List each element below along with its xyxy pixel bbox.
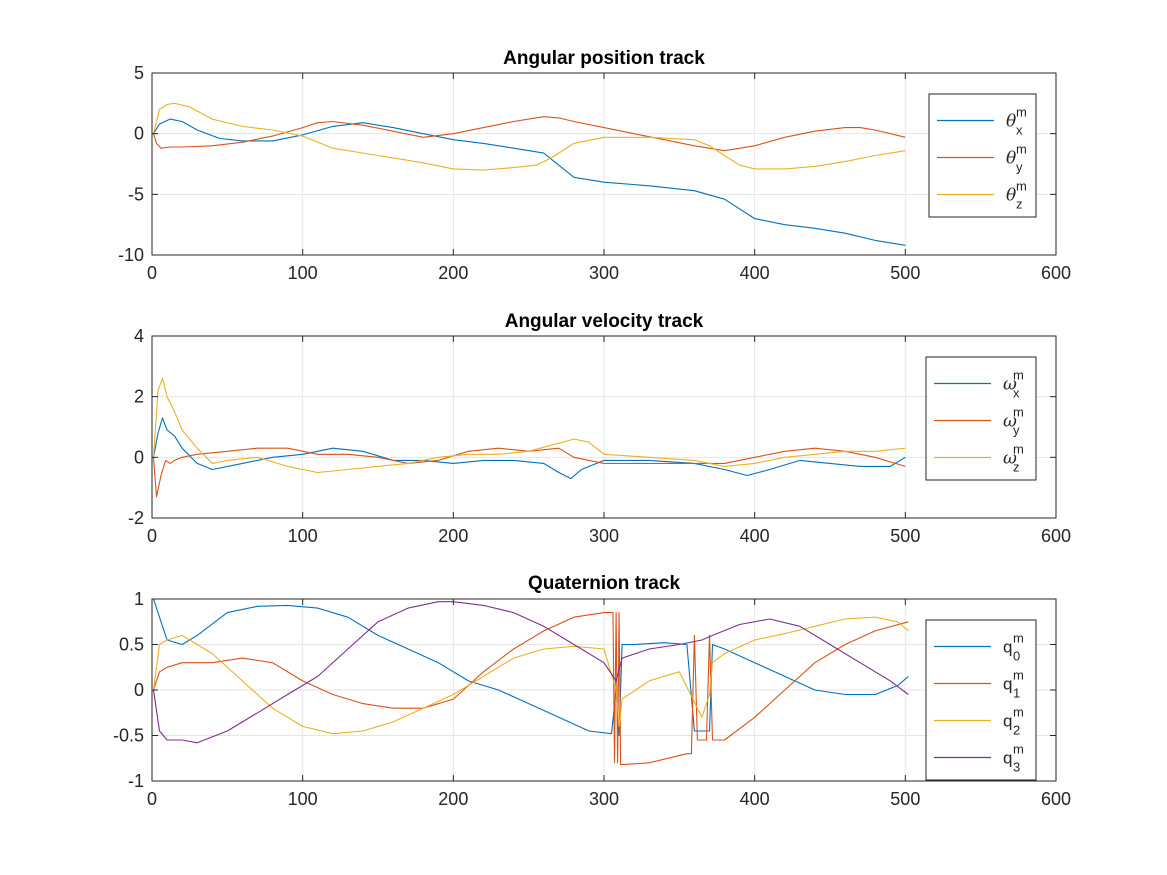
x-tick-label: 400 <box>740 789 770 809</box>
series-line-ω-x <box>152 417 906 480</box>
chart-title: Angular position track <box>503 48 705 69</box>
series-line-θ-y <box>152 116 906 152</box>
legend-label: q <box>1003 638 1012 657</box>
legend-label: θ <box>1006 149 1016 169</box>
series-line-q-3 <box>152 601 909 744</box>
legend-superscript: m <box>1013 368 1024 383</box>
x-tick-label: 300 <box>589 526 619 546</box>
y-tick-label: -5 <box>128 184 144 204</box>
legend-label: θ <box>1006 186 1016 206</box>
x-tick-label: 500 <box>890 526 920 546</box>
y-tick-label: 4 <box>134 326 144 346</box>
x-tick-label: 600 <box>1041 263 1071 283</box>
legend-label: q <box>1003 749 1012 768</box>
series-line-ω-y <box>152 447 906 498</box>
y-tick-label: 0 <box>134 680 144 700</box>
y-tick-label: 5 <box>134 63 144 83</box>
legend-superscript: m <box>1013 742 1024 757</box>
legend-superscript: m <box>1013 405 1024 420</box>
legend-superscript: m <box>1013 442 1024 457</box>
x-tick-label: 0 <box>147 526 157 546</box>
x-tick-label: 100 <box>288 526 318 546</box>
legend-superscript: m <box>1013 705 1024 720</box>
y-tick-label: -10 <box>118 245 144 265</box>
x-tick-label: 400 <box>740 263 770 283</box>
legend-subscript: 0 <box>1013 649 1020 664</box>
chart-title: Quaternion track <box>528 573 680 594</box>
x-tick-label: 500 <box>890 789 920 809</box>
x-tick-label: 200 <box>438 789 468 809</box>
legend-subscript: x <box>1016 123 1023 138</box>
legend-label: ω <box>1003 412 1017 432</box>
legend-subscript: 3 <box>1013 760 1020 775</box>
x-tick-label: 0 <box>147 789 157 809</box>
legend-superscript: m <box>1013 631 1024 646</box>
x-tick-label: 600 <box>1041 789 1071 809</box>
legend-label: q <box>1003 712 1012 731</box>
legend-subscript: z <box>1016 197 1023 212</box>
y-tick-label: 0 <box>134 447 144 467</box>
legend-box <box>925 356 1037 481</box>
y-tick-label: -2 <box>128 508 144 528</box>
chart-title: Angular velocity track <box>505 311 704 332</box>
series-line-θ-x <box>153 118 906 246</box>
x-tick-label: 200 <box>438 263 468 283</box>
y-tick-label: 1 <box>134 589 144 609</box>
legend-superscript: m <box>1016 105 1027 120</box>
legend-subscript: x <box>1013 386 1020 401</box>
y-tick-label: 2 <box>134 387 144 407</box>
legend-subscript: z <box>1013 460 1020 475</box>
legend-superscript: m <box>1016 142 1027 157</box>
y-tick-label: 0.5 <box>119 635 144 655</box>
series-line-θ-z <box>152 102 906 171</box>
legend-subscript: y <box>1013 423 1020 438</box>
x-tick-label: 300 <box>589 263 619 283</box>
x-tick-label: 300 <box>589 789 619 809</box>
series-line-q-0 <box>152 599 909 737</box>
legend-label: q <box>1003 675 1012 694</box>
axes-quaternion: 0 100 200 300 400 500 600-1-0.500.51q m0q m1q m2q… <box>113 573 1071 809</box>
legend-subscript: 2 <box>1013 723 1020 738</box>
legend-subscript: y <box>1016 160 1023 175</box>
y-tick-label: -0.5 <box>113 726 144 746</box>
x-tick-label: 100 <box>288 263 318 283</box>
legend-superscript: m <box>1016 179 1027 194</box>
y-tick-label: -1 <box>128 771 144 791</box>
series-line-ω-z <box>152 377 906 474</box>
x-tick-label: 200 <box>438 526 468 546</box>
legend-label: ω <box>1003 375 1017 395</box>
legend-label: ω <box>1003 449 1017 469</box>
axes-angular-velocity: 0 100 200 300 400 500 600-2024ωmxωmyωmzAngular… <box>128 311 1071 546</box>
x-tick-label: 0 <box>147 263 157 283</box>
x-tick-label: 100 <box>288 789 318 809</box>
series-line-q-2 <box>152 616 909 735</box>
x-tick-label: 500 <box>890 263 920 283</box>
y-tick-label: 0 <box>134 124 144 144</box>
x-tick-label: 600 <box>1041 526 1071 546</box>
x-tick-label: 400 <box>740 526 770 546</box>
legend-box <box>928 93 1037 218</box>
legend-label: θ <box>1006 112 1016 132</box>
legend-subscript: 1 <box>1013 686 1020 701</box>
legend-superscript: m <box>1013 668 1024 683</box>
